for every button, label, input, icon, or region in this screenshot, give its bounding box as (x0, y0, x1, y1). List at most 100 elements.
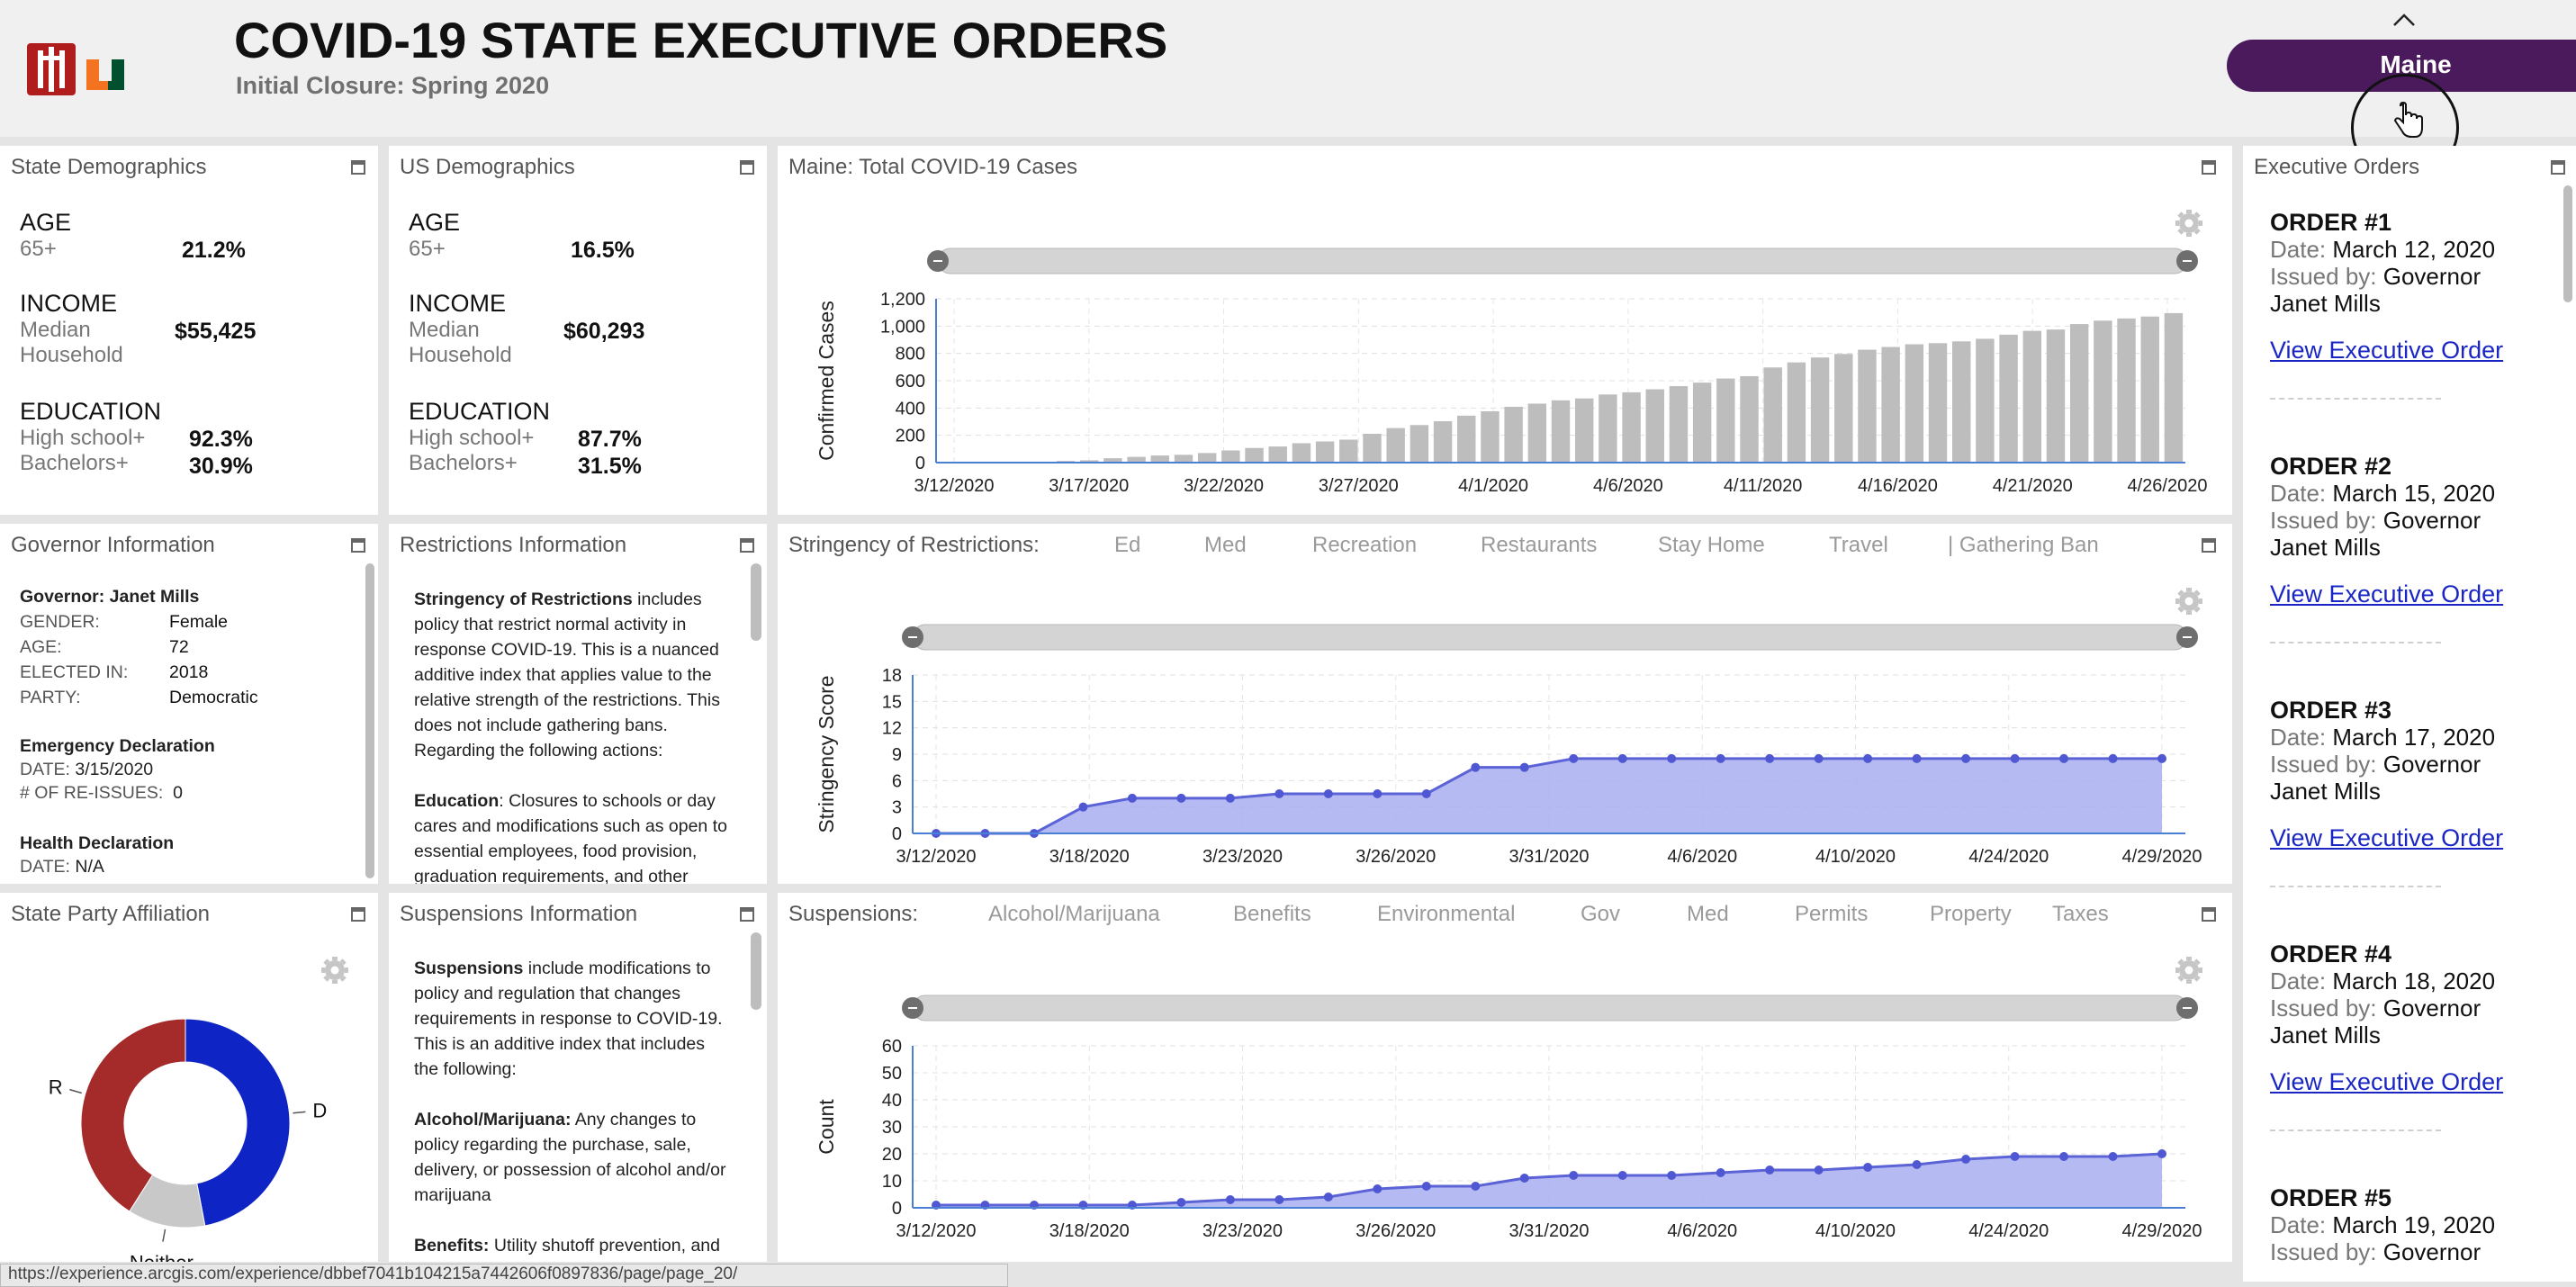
restrictions-scrollbar[interactable] (751, 563, 761, 641)
settings-gear-icon[interactable] (2175, 588, 2202, 615)
data-point (1815, 1166, 1824, 1174)
y-tick-label: 30 (882, 1118, 902, 1138)
maximize-icon[interactable] (740, 538, 754, 553)
x-tick-label: 3/12/2020 (896, 847, 977, 867)
donut-slice (185, 1019, 290, 1226)
data-point (2157, 1149, 2166, 1158)
maximize-icon[interactable] (351, 160, 365, 175)
party-affiliation-panel: State Party Affiliation DNeitherR (0, 893, 378, 1262)
settings-gear-icon[interactable] (2175, 210, 2202, 237)
data-point (1716, 1168, 1725, 1177)
view-order-link[interactable]: View Executive Order (2270, 580, 2503, 608)
y-tick-label: 600 (896, 372, 925, 392)
us-demographics-panel: US Demographics AGE 65+ 16.5% INCOME Med… (389, 146, 767, 515)
suspensions-scrollbar[interactable] (751, 932, 761, 1010)
status-bar-url: https://experience.arcgis.com/experience… (0, 1264, 1008, 1287)
panel-title: Governor Information (11, 533, 215, 558)
data-point (2109, 754, 2118, 763)
data-point (1863, 1163, 1872, 1172)
slice-label: D (312, 1100, 327, 1122)
bar (1952, 341, 1970, 463)
settings-gear-icon[interactable] (2175, 957, 2202, 984)
settings-gear-icon[interactable] (321, 957, 348, 984)
data-point (1961, 754, 1970, 763)
bar (1293, 443, 1311, 463)
y-tick-label: 10 (882, 1172, 902, 1192)
bar (1481, 411, 1499, 463)
y-tick-label: 800 (896, 345, 925, 364)
y-tick-label: 1,200 (880, 290, 925, 310)
y-tick-label: 12 (882, 719, 902, 739)
y-tick-label: 3 (892, 798, 902, 818)
data-point (1373, 1184, 1382, 1193)
view-order-link[interactable]: View Executive Order (2270, 1068, 2503, 1095)
bar (1363, 434, 1381, 463)
bar (1269, 446, 1287, 463)
data-point (1078, 803, 1087, 812)
bar (1905, 345, 1923, 463)
y-tick-label: 18 (882, 666, 902, 686)
bar (1198, 453, 1216, 463)
suspensions-text: Suspensions include modifications to pol… (414, 956, 731, 1258)
bar (1504, 407, 1522, 463)
x-tick-label: 3/18/2020 (1049, 1221, 1130, 1241)
data-point (1569, 754, 1578, 763)
y-tick-label: 15 (882, 692, 902, 712)
data-point (1667, 754, 1676, 763)
maximize-icon[interactable] (740, 160, 754, 175)
collapse-caret-icon[interactable] (2391, 9, 2418, 29)
x-tick-label: 3/27/2020 (1319, 476, 1399, 496)
x-tick-label: 4/6/2020 (1593, 476, 1663, 496)
range-slider[interactable] (902, 995, 2198, 1021)
maximize-icon[interactable] (740, 907, 754, 922)
data-point (1274, 1195, 1283, 1204)
view-order-link[interactable]: View Executive Order (2270, 824, 2503, 851)
bar (1670, 386, 1688, 463)
income-stat: INCOME Median Household $55,425 (20, 290, 123, 368)
area-fill (936, 759, 2162, 833)
y-tick-label: 6 (892, 771, 902, 791)
data-point (2011, 1152, 2020, 1161)
maximize-icon[interactable] (2551, 160, 2565, 175)
data-point (2059, 1152, 2068, 1161)
data-point (1373, 789, 1382, 798)
data-point (1716, 754, 1725, 763)
bar (1528, 403, 1546, 463)
x-tick-label: 3/12/2020 (896, 1221, 977, 1241)
stringency-chart-panel: Stringency of Restrictions: Ed Med Recre… (778, 524, 2232, 884)
bar (1410, 425, 1428, 463)
panel-title: Executive Orders (2254, 155, 2419, 180)
range-slider[interactable] (927, 248, 2198, 274)
bar (1646, 390, 1664, 463)
x-tick-label: 3/26/2020 (1356, 847, 1436, 867)
bar (2023, 331, 2041, 463)
x-tick-label: 4/24/2020 (1968, 1221, 2049, 1241)
data-point (1913, 754, 1922, 763)
maximize-icon[interactable] (351, 538, 365, 553)
x-tick-label: 4/1/2020 (1458, 476, 1528, 496)
bar (1552, 400, 1570, 463)
education-stat: EDUCATION High school+ Bachelors+ 87.7% … (409, 398, 550, 476)
orders-scrollbar[interactable] (2563, 185, 2572, 302)
data-point (1863, 754, 1872, 763)
x-tick-label: 4/29/2020 (2122, 847, 2202, 867)
y-axis-label: Confirmed Cases (815, 301, 838, 461)
income-stat: INCOME Median Household $60,293 (409, 290, 512, 368)
y-tick-label: 1,000 (880, 317, 925, 337)
bar (1221, 451, 1239, 463)
university-logos (23, 36, 158, 108)
view-order-link[interactable]: View Executive Order (2270, 337, 2503, 364)
data-point (1226, 794, 1235, 803)
range-slider[interactable] (902, 625, 2198, 650)
x-tick-label: 4/10/2020 (1815, 1221, 1896, 1241)
y-tick-label: 40 (882, 1091, 902, 1111)
data-point (1471, 763, 1480, 772)
data-point (1667, 1171, 1676, 1180)
bar (2070, 324, 2088, 463)
state-demographics-panel: State Demographics AGE 65+ 21.2% INCOME … (0, 146, 378, 515)
governor-scrollbar[interactable] (365, 563, 374, 878)
